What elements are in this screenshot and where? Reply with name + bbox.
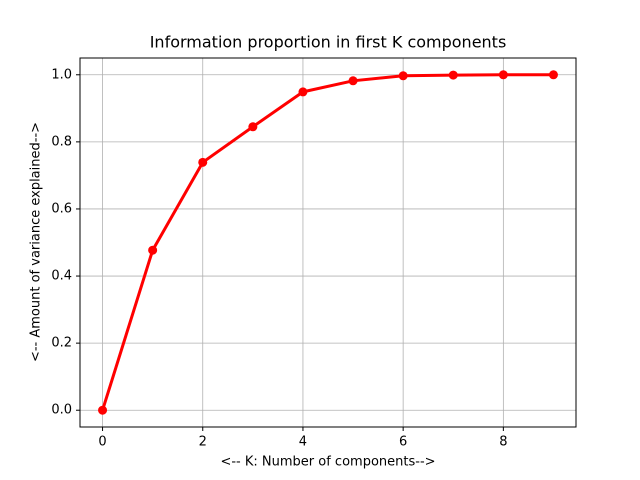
point: [298, 87, 308, 97]
x-tick-label: 0: [98, 435, 106, 450]
x-tick-label: 8: [499, 435, 507, 450]
y-tick-label: 0.0: [51, 403, 72, 418]
chart-title: Information proportion in first K compon…: [150, 33, 507, 52]
y-axis-label: <-- Amount of variance explained-->: [29, 122, 44, 362]
point: [148, 245, 158, 255]
line: [101, 73, 554, 411]
point: [548, 70, 558, 80]
point: [448, 70, 458, 80]
x-tick-label: 4: [299, 435, 307, 450]
point: [498, 70, 508, 80]
point: [98, 405, 108, 415]
point: [398, 71, 408, 81]
x-tick-label: 6: [399, 435, 407, 450]
x-axis-label: <-- K: Number of components-->: [220, 455, 435, 470]
x-tick-label: 2: [199, 435, 207, 450]
point: [248, 122, 258, 132]
y-tick-label: 1.0: [51, 67, 72, 82]
y-tick-label: 0.6: [51, 201, 72, 216]
point: [198, 157, 208, 167]
plot-frame: [79, 57, 577, 428]
point: [348, 76, 358, 86]
y-tick-label: 0.8: [51, 134, 72, 149]
y-tick-label: 0.4: [51, 269, 72, 284]
y-tick-label: 0.2: [51, 336, 72, 351]
